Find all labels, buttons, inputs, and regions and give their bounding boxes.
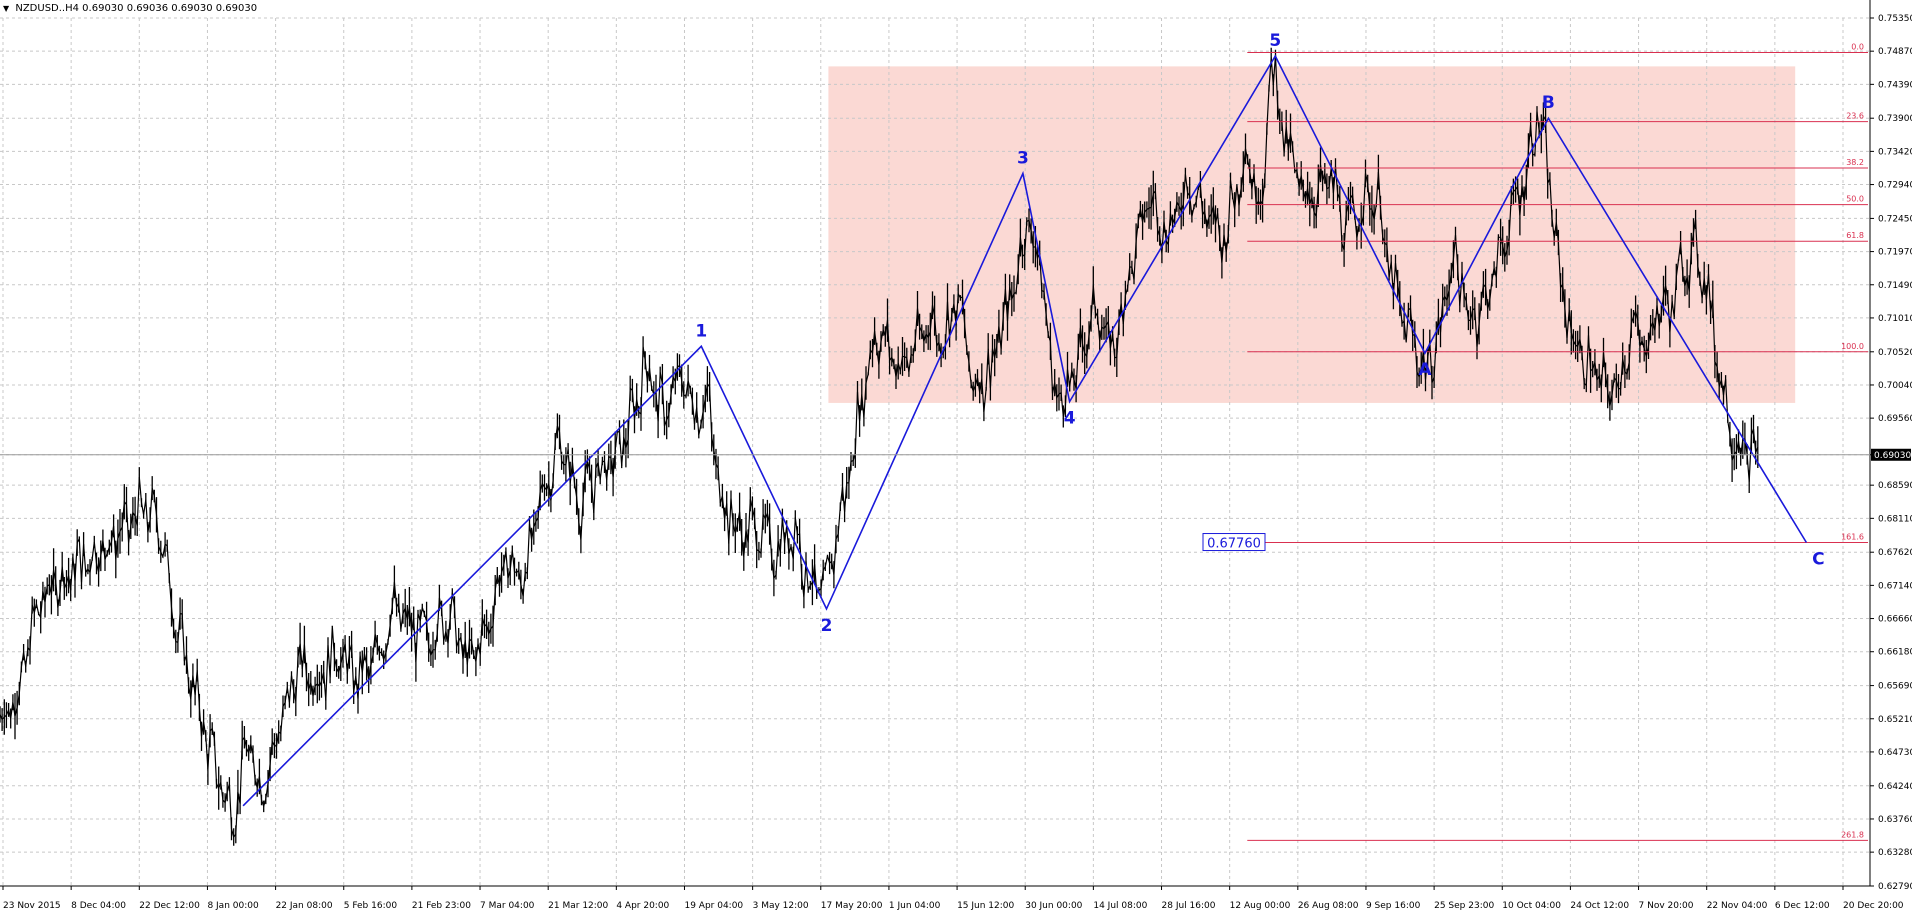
y-tick-label: 0.66660 xyxy=(1878,615,1912,625)
current-price-label: 0.69030 xyxy=(1874,451,1911,461)
x-tick-label: 12 Aug 00:00 xyxy=(1230,901,1291,911)
wave-label: 3 xyxy=(1017,148,1029,168)
fib-target-label: 0.67760 xyxy=(1207,537,1261,552)
y-tick-label: 0.71010 xyxy=(1878,314,1912,324)
price-line xyxy=(0,54,1759,839)
x-tick-label: 22 Dec 12:00 xyxy=(139,901,200,911)
fib-level-label: 0.0 xyxy=(1851,43,1864,52)
x-tick-label: 7 Nov 20:00 xyxy=(1639,901,1694,911)
wave-label: C xyxy=(1812,550,1824,570)
y-tick-label: 0.74390 xyxy=(1878,80,1912,90)
x-tick-label: 1 Jun 04:00 xyxy=(889,901,941,911)
x-tick-label: 21 Mar 12:00 xyxy=(548,901,608,911)
consolidation-zone[interactable] xyxy=(828,66,1796,403)
wave-label: 1 xyxy=(695,321,707,341)
y-tick-label: 0.63280 xyxy=(1878,848,1912,858)
y-tick-label: 0.67140 xyxy=(1878,581,1912,591)
x-tick-label: 19 Apr 04:00 xyxy=(684,901,743,911)
x-tick-label: 10 Oct 04:00 xyxy=(1502,901,1561,911)
y-tick-label: 0.68590 xyxy=(1878,481,1912,491)
elliott-wave-line[interactable] xyxy=(242,54,1808,807)
symbol-label: NZDUSD..H4 xyxy=(15,3,79,14)
fib-level-label: 38.2 xyxy=(1846,158,1864,167)
y-tick-label: 0.73420 xyxy=(1878,147,1912,157)
wave-label: 5 xyxy=(1269,31,1281,51)
ohlc-values: 0.69030 0.69036 0.69030 0.69030 xyxy=(82,3,258,14)
wave-label: 2 xyxy=(821,616,833,636)
fib-level-label: 61.8 xyxy=(1846,231,1864,240)
x-tick-label: 20 Dec 20:00 xyxy=(1843,901,1904,911)
x-tick-label: 22 Nov 04:00 xyxy=(1707,901,1768,911)
x-tick-label: 22 Jan 08:00 xyxy=(276,901,333,911)
x-tick-label: 15 Jun 12:00 xyxy=(957,901,1014,911)
x-tick-label: 6 Dec 12:00 xyxy=(1775,901,1830,911)
y-tick-label: 0.64730 xyxy=(1878,748,1912,758)
x-tick-label: 28 Jul 16:00 xyxy=(1162,901,1216,911)
y-tick-label: 0.62790 xyxy=(1878,882,1912,892)
fib-target-box[interactable] xyxy=(1202,533,1266,552)
y-tick-label: 0.70040 xyxy=(1878,381,1912,391)
x-tick-label: 8 Jan 00:00 xyxy=(207,901,259,911)
wave-label: 4 xyxy=(1064,409,1076,429)
y-tick-label: 0.68110 xyxy=(1878,514,1912,524)
x-tick-label: 30 Jun 00:00 xyxy=(1025,901,1082,911)
x-tick-label: 21 Feb 23:00 xyxy=(412,901,471,911)
fib-level-label: 161.6 xyxy=(1841,533,1864,542)
x-tick-label: 24 Oct 12:00 xyxy=(1570,901,1629,911)
y-tick-label: 0.72450 xyxy=(1878,214,1912,224)
y-tick-label: 0.66180 xyxy=(1878,648,1912,658)
x-tick-label: 7 Mar 04:00 xyxy=(480,901,535,911)
x-tick-label: 3 May 12:00 xyxy=(753,901,809,911)
wave-label: A xyxy=(1418,360,1432,380)
fib-level-label: 261.8 xyxy=(1841,830,1864,839)
x-tick-label: 14 Jul 08:00 xyxy=(1093,901,1147,911)
x-tick-label: 8 Dec 04:00 xyxy=(71,901,126,911)
y-tick-label: 0.64240 xyxy=(1878,782,1912,792)
fib-level-label: 23.6 xyxy=(1846,112,1864,121)
y-tick-label: 0.73900 xyxy=(1878,114,1912,124)
x-tick-label: 17 May 20:00 xyxy=(821,901,883,911)
y-tick-label: 0.65210 xyxy=(1878,715,1912,725)
y-tick-label: 0.70520 xyxy=(1878,348,1912,358)
y-tick-label: 0.72940 xyxy=(1878,181,1912,191)
y-tick-label: 0.65690 xyxy=(1878,682,1912,692)
current-price-box xyxy=(1871,448,1911,461)
y-tick-label: 0.63760 xyxy=(1878,815,1912,825)
y-tick-label: 0.69560 xyxy=(1878,414,1912,424)
y-tick-label: 0.75350 xyxy=(1878,14,1912,24)
y-tick-label: 0.71490 xyxy=(1878,281,1912,291)
fib-level-label: 50.0 xyxy=(1846,195,1864,204)
y-tick-label: 0.67620 xyxy=(1878,548,1912,558)
triangle-down-icon[interactable]: ▼ xyxy=(3,4,10,13)
x-tick-label: 26 Aug 08:00 xyxy=(1298,901,1359,911)
x-tick-label: 23 Nov 2015 xyxy=(3,901,61,911)
y-tick-label: 0.71970 xyxy=(1878,248,1912,258)
chart-header: ▼ NZDUSD..H4 0.69030 0.69036 0.69030 0.6… xyxy=(3,3,257,14)
fib-level-label: 100.0 xyxy=(1841,342,1864,351)
y-tick-label: 0.74870 xyxy=(1878,47,1912,57)
x-tick-label: 4 Apr 20:00 xyxy=(616,901,669,911)
x-tick-label: 5 Feb 16:00 xyxy=(344,901,398,911)
wave-label: B xyxy=(1542,93,1555,113)
x-tick-label: 9 Sep 16:00 xyxy=(1366,901,1421,911)
x-tick-label: 25 Sep 23:00 xyxy=(1434,901,1494,911)
